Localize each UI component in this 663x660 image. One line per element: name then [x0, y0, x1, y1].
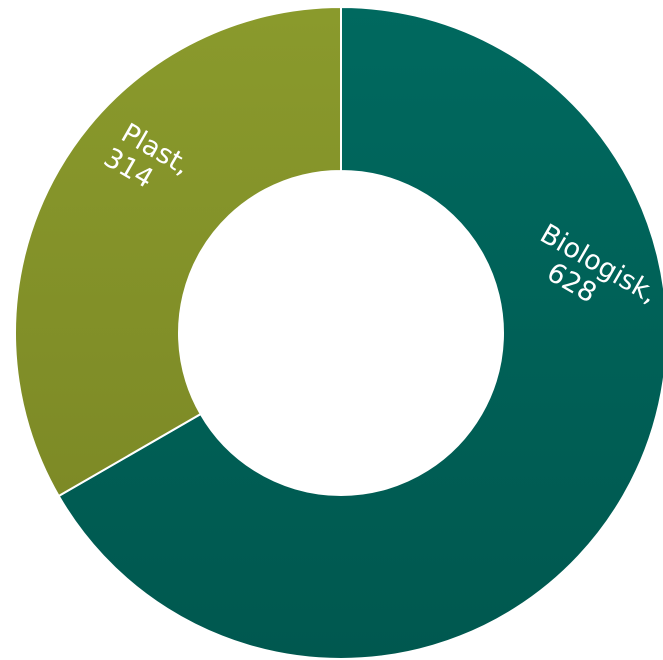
- slice-biologisk: [57, 5, 663, 660]
- slice-plast: [14, 5, 342, 498]
- donut-slices: [14, 5, 663, 660]
